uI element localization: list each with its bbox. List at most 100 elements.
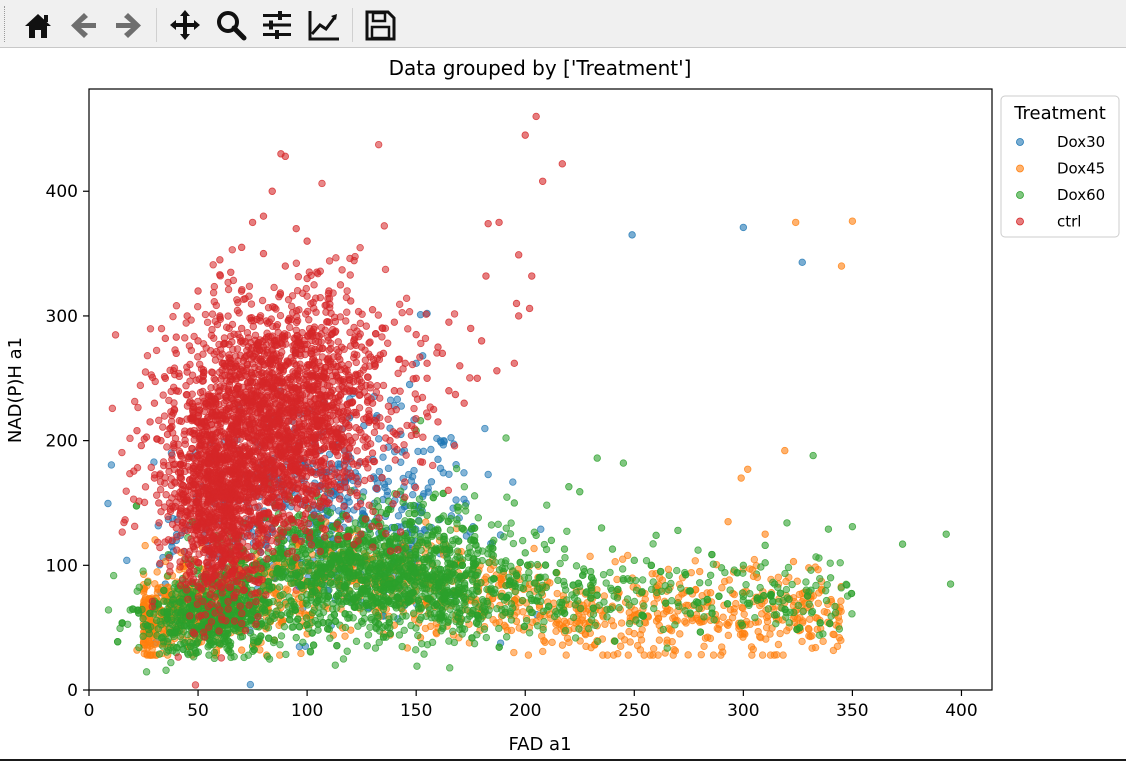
- data-point-dox60: [827, 612, 835, 621]
- data-point-dox60: [733, 569, 741, 577]
- data-point-dox60: [412, 646, 420, 654]
- data-point-dox45: [814, 599, 822, 607]
- data-point-dox60: [821, 587, 830, 595]
- data-point-dox60: [587, 616, 596, 624]
- data-point-ctrl: [224, 278, 232, 287]
- data-point-ctrl: [194, 287, 202, 295]
- data-point-dox60: [809, 451, 817, 460]
- data-point-dox60: [450, 561, 459, 569]
- data-point-dox60: [154, 601, 163, 609]
- data-point-dox45: [688, 616, 697, 625]
- data-point-dox60: [143, 622, 152, 630]
- data-point-dox60: [638, 576, 647, 584]
- data-point-ctrl: [263, 555, 271, 563]
- data-point-dox60: [458, 561, 467, 569]
- data-point-dox60: [341, 582, 349, 590]
- data-point-dox60: [497, 558, 506, 566]
- data-point-dox30: [445, 470, 453, 478]
- data-point-dox60: [547, 536, 556, 545]
- back-button[interactable]: [66, 8, 100, 42]
- data-point-dox60: [324, 592, 333, 601]
- data-point-dox60: [308, 561, 317, 570]
- data-point-dox60: [746, 589, 754, 598]
- data-point-dox60: [126, 606, 134, 614]
- data-point-dox30: [394, 512, 403, 520]
- data-point-dox60: [611, 637, 619, 645]
- data-point-ctrl: [227, 268, 235, 276]
- data-point-dox60: [324, 625, 332, 633]
- data-point-dox60: [785, 619, 793, 627]
- data-point-dox60: [133, 587, 141, 595]
- data-point-dox60: [799, 607, 807, 616]
- data-point-dox60: [632, 616, 640, 624]
- data-point-dox45: [819, 637, 827, 646]
- configure-subplots-icon: [263, 11, 291, 39]
- data-point-dox60: [586, 567, 595, 576]
- data-point-dox60: [384, 598, 393, 606]
- save-button[interactable]: [363, 8, 397, 42]
- data-point-dox60: [675, 602, 683, 611]
- data-point-dox60: [400, 626, 408, 635]
- zoom-button[interactable]: [214, 8, 248, 42]
- data-point-dox45: [553, 589, 561, 598]
- data-point-dox45: [758, 651, 767, 659]
- data-point-dox60: [139, 632, 147, 640]
- data-point-dox45: [633, 641, 642, 650]
- data-point-dox60: [608, 545, 617, 553]
- data-point-dox60: [424, 594, 433, 603]
- data-point-dox45: [624, 651, 632, 659]
- data-point-dox45: [548, 638, 556, 647]
- data-point-ctrl: [318, 179, 326, 188]
- data-point-dox60: [518, 596, 527, 605]
- data-point-dox60: [501, 605, 509, 613]
- data-point-dox60: [807, 566, 815, 574]
- data-point-dox60: [163, 608, 171, 616]
- data-point-dox60: [756, 583, 764, 592]
- data-point-dox60: [836, 559, 844, 567]
- data-point-dox30: [424, 488, 432, 496]
- data-point-dox60: [482, 633, 491, 642]
- data-point-dox45: [748, 651, 756, 659]
- data-point-dox60: [437, 613, 446, 622]
- data-point-dox45: [724, 517, 732, 526]
- data-point-dox45: [848, 217, 857, 225]
- data-point-dox45: [641, 619, 650, 627]
- data-point-dox60: [302, 614, 311, 622]
- data-point-dox60: [575, 625, 583, 633]
- data-point-dox60: [412, 624, 420, 632]
- data-point-dox60: [428, 531, 437, 539]
- home-button[interactable]: [21, 8, 55, 42]
- data-point-dox60: [706, 571, 715, 579]
- data-point-dox60: [419, 555, 428, 564]
- data-point-dox60: [409, 588, 417, 597]
- data-point-dox45: [524, 651, 533, 659]
- zoom-magnifier-icon: [217, 11, 247, 41]
- data-point-dox60: [453, 515, 461, 524]
- data-point-ctrl: [172, 333, 180, 341]
- data-point-dox60: [292, 633, 300, 642]
- edit-axis-button[interactable]: [307, 8, 341, 42]
- data-point-dox60: [379, 633, 388, 641]
- data-point-dox60: [490, 536, 498, 545]
- configure-subplots-button[interactable]: [260, 8, 294, 42]
- data-point-dox60: [582, 589, 590, 597]
- data-point-dox60: [805, 600, 813, 608]
- data-point-dox60: [280, 560, 289, 568]
- data-point-ctrl: [146, 418, 154, 426]
- data-point-dox45: [703, 589, 711, 597]
- data-point-dox60: [192, 649, 200, 657]
- data-point-dox45: [774, 640, 783, 649]
- data-point-dox60: [414, 603, 423, 612]
- pan-button[interactable]: [168, 8, 202, 42]
- data-point-dox60: [429, 493, 438, 502]
- data-point-dox60: [753, 594, 762, 602]
- home-icon: [25, 14, 51, 38]
- data-point-dox60: [296, 573, 304, 581]
- data-point-dox45: [789, 557, 798, 566]
- data-point-dox60: [341, 610, 349, 618]
- forward-button[interactable]: [112, 8, 146, 42]
- data-point-dox60: [632, 576, 640, 585]
- data-point-ctrl: [268, 187, 276, 195]
- data-point-dox30: [379, 453, 387, 461]
- data-point-dox60: [326, 579, 335, 587]
